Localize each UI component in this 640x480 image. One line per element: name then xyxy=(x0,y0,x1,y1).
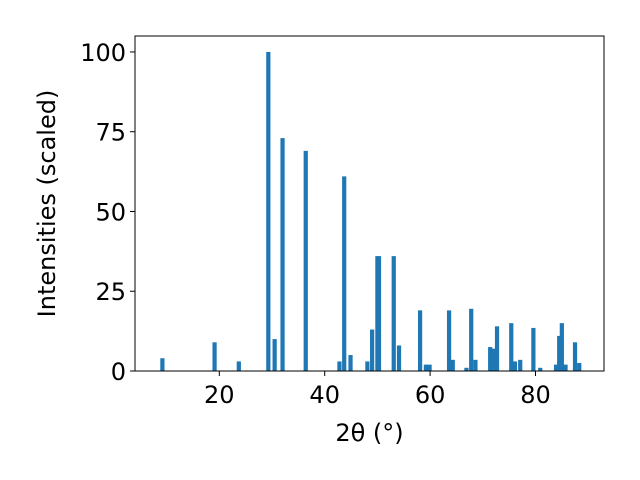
x-tick-label: 20 xyxy=(204,381,235,409)
bar xyxy=(450,359,455,371)
bar xyxy=(509,323,514,371)
x-tick-label: 80 xyxy=(520,381,551,409)
bar xyxy=(469,308,474,371)
bar xyxy=(473,359,478,371)
bar xyxy=(370,329,375,371)
bar xyxy=(531,327,536,371)
bar xyxy=(553,364,559,371)
y-tick-label: 100 xyxy=(80,39,126,67)
bar xyxy=(512,361,518,371)
bar xyxy=(494,326,500,371)
plot-frame xyxy=(134,35,605,372)
bar xyxy=(427,364,432,371)
x-tick-label: 40 xyxy=(309,381,340,409)
y-tick-label: 75 xyxy=(95,119,126,147)
bar xyxy=(491,348,496,371)
bar xyxy=(376,256,382,371)
bar xyxy=(348,355,353,371)
y-ticks: 0 25 50 75 100 xyxy=(80,39,135,386)
bar xyxy=(488,347,493,371)
y-tick-label: 25 xyxy=(95,278,126,306)
bar xyxy=(160,358,165,371)
bar xyxy=(236,361,241,371)
x-axis-label: 2θ (°) xyxy=(335,419,403,447)
y-tick-label: 50 xyxy=(95,198,126,226)
bar xyxy=(518,359,523,371)
bar xyxy=(280,138,285,371)
bar xyxy=(563,364,568,371)
bar xyxy=(417,310,423,371)
x-tick-label: 60 xyxy=(415,381,446,409)
bar xyxy=(272,339,277,371)
bar xyxy=(342,176,347,371)
bar xyxy=(337,361,342,371)
bar xyxy=(572,342,578,371)
bar xyxy=(559,323,564,371)
bar xyxy=(396,345,402,371)
bar xyxy=(538,367,543,371)
bar xyxy=(365,361,370,371)
bar xyxy=(464,367,469,371)
bar xyxy=(557,335,562,371)
y-tick-label: 0 xyxy=(111,358,126,386)
bar xyxy=(303,150,308,371)
bar xyxy=(266,51,271,371)
bar xyxy=(423,364,428,371)
bar xyxy=(446,310,452,371)
bars-group xyxy=(160,51,582,371)
bar xyxy=(391,256,396,371)
bar xyxy=(577,363,582,371)
bar xyxy=(212,342,217,371)
x-ticks: 20 40 60 80 xyxy=(204,371,551,409)
y-axis-label: Intensities (scaled) xyxy=(33,90,61,318)
